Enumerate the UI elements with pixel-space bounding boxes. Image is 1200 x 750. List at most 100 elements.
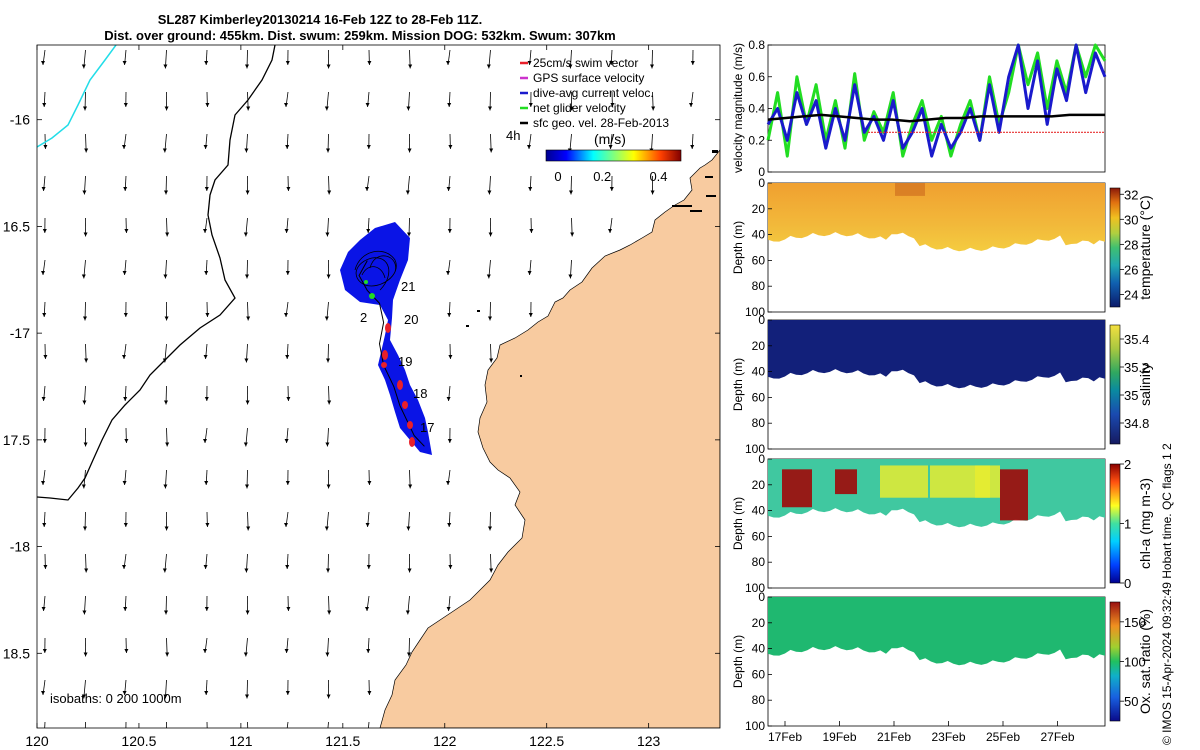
map-axis-ticks: 120 120.5 121 121.5 122 122.5 123 -16 16.5 -17 17.… <box>3 45 720 749</box>
depth-tick-label: 0 <box>758 452 765 466</box>
geo-velocity-arrowhead <box>527 61 532 65</box>
glider-track-loops <box>354 251 397 291</box>
geo-velocity-arrowhead <box>365 523 370 527</box>
velocity-series <box>766 43 1107 158</box>
geo-velocity-arrowhead <box>84 148 89 153</box>
geo-velocity-arrowhead <box>407 148 412 153</box>
depth-axis-label: Depth (m) <box>731 497 745 550</box>
geo-velocity-arrowhead <box>284 103 288 107</box>
geo-velocity-arrowhead <box>42 313 47 317</box>
geo-velocity-arrowhead <box>408 484 413 489</box>
geo-velocity-arrowhead <box>81 484 86 489</box>
geo-velocity-arrowhead <box>42 523 47 527</box>
geo-velocity-arrowhead <box>84 358 89 363</box>
geo-velocity-arrowhead <box>164 400 168 405</box>
geo-velocity-arrowhead <box>284 649 289 653</box>
map-y-tick-label: 17.5 <box>3 432 30 448</box>
geo-velocity-arrowhead <box>245 64 249 69</box>
depth-tick-label: 60 <box>752 667 766 681</box>
time-tick-label: 21Feb <box>877 730 911 744</box>
geo-velocity-arrowhead <box>41 271 45 275</box>
geo-velocity-arrowhead <box>366 565 371 569</box>
geo-velocity-arrowhead <box>325 442 330 447</box>
geo-velocity-arrowhead <box>243 232 248 237</box>
depth-tick-label: 40 <box>752 365 766 379</box>
depth-tick-label: 20 <box>752 339 766 353</box>
velocity-y-tick-label: 0 <box>758 165 765 179</box>
geo-velocity-arrowhead <box>326 64 331 69</box>
depth-tick-label: 0 <box>758 313 765 327</box>
geo-velocity-arrowhead <box>122 565 126 569</box>
geo-velocity-arrowhead <box>365 607 369 611</box>
geo-velocity-arrowhead <box>488 232 493 237</box>
geo-velocity-arrowhead <box>165 652 170 657</box>
geo-velocity-arrowhead <box>689 103 693 107</box>
geo-velocity-arrowhead <box>446 607 451 611</box>
geo-velocity-arrowhead <box>204 61 209 65</box>
geo-velocity-arrowhead <box>324 316 329 321</box>
section-data-field <box>768 320 1105 389</box>
time-tick-label: 23Feb <box>931 730 965 744</box>
geo-velocity-arrowhead <box>122 481 127 485</box>
figure-title-line-2: Dist. over ground: 455km. Dist. swum: 25… <box>104 28 616 43</box>
depth-tick-label: 80 <box>752 416 766 430</box>
velocity-timeseries-panel: 0 0.2 0.4 0.6 0.8 velocity magnitude (m/s) <box>731 38 1107 179</box>
geo-velocity-arrowhead <box>81 64 86 69</box>
geo-velocity-arrowhead <box>447 523 452 527</box>
geo-velocity-arrowhead <box>124 649 129 653</box>
geo-velocity-arrowhead <box>447 313 452 317</box>
geo-velocity-arrowhead <box>326 484 331 489</box>
colorbar <box>1109 463 1121 584</box>
geo-velocity-arrowhead <box>42 229 47 233</box>
isobath-200m <box>37 45 276 501</box>
geo-velocity-arrowhead <box>122 145 126 149</box>
geo-velocity-arrowhead <box>43 145 48 149</box>
salinity-section-panel: 0 20 40 60 80 100 Depth (m) 35.4 35.2 35 34.8 salin… <box>731 313 1153 456</box>
geo-velocity-arrowhead <box>407 652 411 657</box>
colorbar <box>1109 324 1121 445</box>
depth-tick-label: 100 <box>745 442 765 456</box>
geo-velocity-arrowhead <box>285 481 290 485</box>
colorbar-tick-label: 0 <box>1124 576 1131 591</box>
geo-velocity-arrowhead <box>408 64 413 69</box>
geo-velocity-arrowhead <box>245 694 249 699</box>
map-y-tick-label: -17 <box>10 325 30 341</box>
geo-velocity-arrowhead <box>41 397 46 401</box>
colorbar <box>1109 187 1121 308</box>
map-axes-box <box>36 44 721 729</box>
geo-velocity-arrowhead <box>284 439 289 443</box>
geo-velocity-arrow <box>84 721 86 728</box>
imos-credit: © IMOS 15-Apr-2024 09:32:49 Hobart time.… <box>1160 443 1174 745</box>
speed-tick-label: 0 <box>554 169 561 184</box>
geo-velocity-arrowhead <box>527 271 532 275</box>
geo-velocity-arrowhead <box>366 733 370 737</box>
depth-tick-label: 20 <box>752 616 766 630</box>
geo-velocity-arrowhead <box>285 61 290 65</box>
geo-velocity-arrowhead <box>83 526 87 531</box>
geo-velocity-arrowhead <box>448 355 453 359</box>
depth-tick-label: 40 <box>752 642 766 656</box>
colorbar-tick-label: 28 <box>1124 237 1138 252</box>
map-x-tick-label: 123 <box>637 733 661 749</box>
map-y-tick-label: 18.5 <box>3 645 30 661</box>
velocity-series-line <box>766 43 1107 158</box>
geo-velocity-arrowhead <box>284 523 288 527</box>
geo-velocity-arrowhead <box>528 187 533 191</box>
geo-velocity-arrowhead <box>203 229 207 233</box>
map-y-tick-label: -18 <box>10 539 30 555</box>
geo-velocity-arrowhead <box>568 274 573 279</box>
geo-velocity-arrowhead <box>164 190 168 195</box>
geo-velocity-arrowhead <box>123 313 128 317</box>
colorbar-tick-label: 24 <box>1124 287 1138 302</box>
geo-velocity-arrowhead <box>41 187 46 191</box>
velocity-y-tick-label: 0.4 <box>748 102 765 116</box>
geo-velocity-arrowhead <box>446 61 450 65</box>
geo-velocity-arrowhead <box>405 610 410 615</box>
depth-tick-label: 20 <box>752 202 766 216</box>
geo-velocity-arrowhead <box>529 229 534 233</box>
depth-tick-label: 80 <box>752 279 766 293</box>
geo-velocity-arrowhead <box>246 316 251 321</box>
section-data-field <box>768 183 1105 252</box>
geo-velocity-arrowhead <box>284 733 288 737</box>
